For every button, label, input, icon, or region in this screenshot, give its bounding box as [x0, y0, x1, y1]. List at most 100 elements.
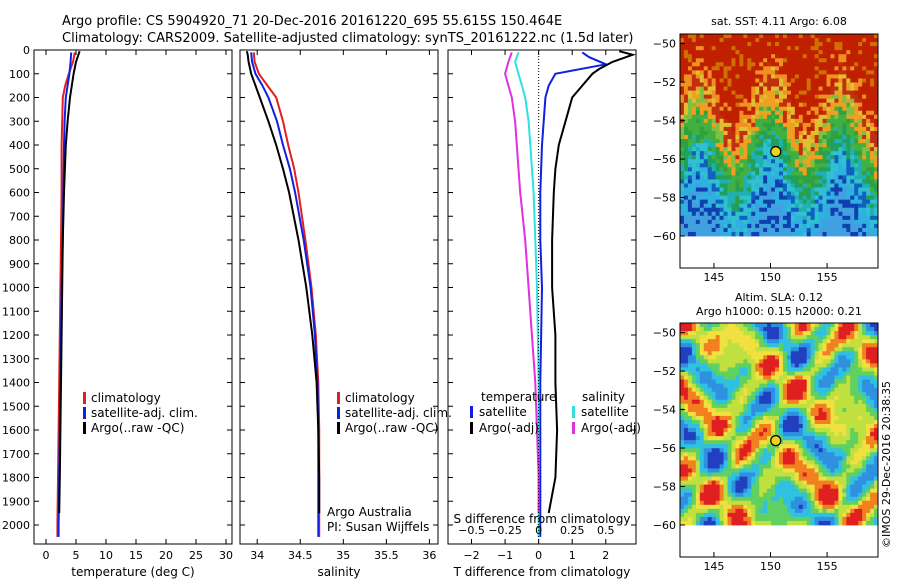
sst-map-cell: [862, 187, 867, 192]
sla-map-cell: [782, 512, 788, 518]
sla-map-cell: [794, 343, 800, 348]
sst-map-cell: [680, 66, 685, 71]
sla-map-cell: [854, 359, 859, 364]
sst-map-cell: [782, 219, 788, 225]
sst-map-cell: [707, 215, 713, 221]
sst-map-cell: [687, 82, 693, 87]
sla-map-cell: [687, 363, 693, 368]
sla-map-cell: [810, 492, 816, 498]
sla-map-cell: [838, 444, 843, 449]
sla-map-cell: [822, 367, 827, 372]
sst-map-cell: [775, 106, 780, 112]
sst-map-cell: [874, 102, 879, 108]
sst-map-cell: [731, 114, 736, 120]
sla-map-cell: [763, 500, 768, 506]
sla-map-cell: [826, 472, 831, 477]
sla-map-cell: [826, 403, 831, 409]
sst-map-cell: [759, 171, 764, 176]
sst-map-cell: [723, 50, 728, 55]
sla-map-cell: [723, 484, 728, 490]
sst-map-cell: [842, 110, 847, 116]
sla-map-cell: [751, 383, 756, 389]
sst-map-cell: [755, 135, 760, 140]
sst-map-cell: [850, 98, 855, 104]
sst-map-cell: [719, 187, 724, 192]
sst-map-cell: [798, 102, 804, 108]
sla-map-cell: [759, 520, 764, 526]
sst-map-cell: [782, 167, 788, 172]
sst-map-cell: [711, 66, 717, 71]
sst-map-cell: [683, 219, 689, 225]
sst-map-cell: [846, 62, 851, 67]
sla-map-cell: [707, 480, 713, 485]
sla-map-cell: [794, 403, 800, 409]
sst-map-cell: [759, 74, 764, 79]
sst-map-cell: [790, 215, 796, 221]
sst-map-cell: [771, 139, 776, 144]
sst-map-cell: [731, 78, 736, 83]
sla-map-cell: [739, 504, 744, 510]
sst-map-cell: [806, 74, 812, 79]
sst-map-cell: [846, 54, 851, 59]
sla-map-cell: [743, 375, 748, 380]
sst-map-cell: [810, 54, 816, 59]
sst-map-cell: [771, 191, 776, 196]
sla-map-cell: [790, 323, 796, 328]
sst-map-cell: [790, 179, 796, 184]
sst-map-cell: [719, 94, 724, 100]
sst-map-cell: [771, 118, 776, 124]
sst-map-cell: [683, 110, 689, 116]
sst-map-cell: [866, 126, 871, 132]
sla-map-cell: [767, 387, 772, 393]
sst-map-cell: [814, 191, 819, 196]
sst-map-cell: [810, 219, 816, 225]
sla-map-cells: [680, 323, 879, 526]
sst-map-cell: [782, 227, 788, 233]
sst-map-cell: [703, 147, 709, 152]
sst-map-cell: [874, 114, 879, 120]
sla-map-cell: [786, 347, 792, 352]
sst-map-cell: [834, 102, 839, 108]
sst-map-cell: [854, 102, 859, 108]
sla-map-cell: [723, 331, 728, 336]
sst-map-cell: [850, 231, 855, 237]
sla-map-cell: [703, 415, 709, 421]
difference-series-line: [504, 52, 540, 514]
sst-map-cell: [723, 46, 728, 51]
sla-map-cell: [779, 484, 784, 490]
sla-map-cell: [782, 355, 788, 360]
sst-map-cell: [723, 130, 728, 136]
sla-map-cell: [727, 472, 732, 477]
sst-map-cell: [775, 114, 780, 120]
sla-map-cell: [715, 440, 720, 445]
sst-map-cell: [826, 167, 831, 172]
sst-map-cell: [699, 50, 705, 55]
sst-map-cell: [775, 42, 780, 47]
sst-map-cell: [846, 130, 851, 136]
sst-map-cell: [771, 74, 776, 79]
sst-map-cell: [850, 143, 855, 148]
sla-map-cell: [680, 355, 685, 360]
sst-map-cell: [850, 114, 855, 120]
sst-map-cell: [735, 50, 740, 55]
sst-map-cell: [810, 34, 816, 39]
sst-map-cell: [735, 199, 740, 205]
sla-map-cell: [723, 327, 728, 332]
sst-map-cell: [680, 199, 685, 205]
sst-map-cell: [838, 207, 843, 213]
sst-map-cell: [727, 147, 732, 152]
sst-map-cell: [798, 231, 804, 237]
sla-map-cell: [810, 464, 816, 469]
sla-map-cell: [759, 343, 764, 348]
sst-map-cell: [826, 102, 831, 108]
sla-map-cell: [771, 395, 776, 401]
sst-map-cell: [846, 187, 851, 192]
sla-map-cell: [743, 351, 748, 356]
sst-map-cell: [834, 179, 839, 184]
sst-map-cell: [806, 114, 812, 120]
sst-map-cell: [790, 195, 796, 201]
sla-map-cell: [691, 520, 697, 526]
sla-map-cell: [747, 371, 752, 376]
sst-map-cell: [858, 159, 863, 164]
sla-map-cell: [767, 379, 772, 384]
